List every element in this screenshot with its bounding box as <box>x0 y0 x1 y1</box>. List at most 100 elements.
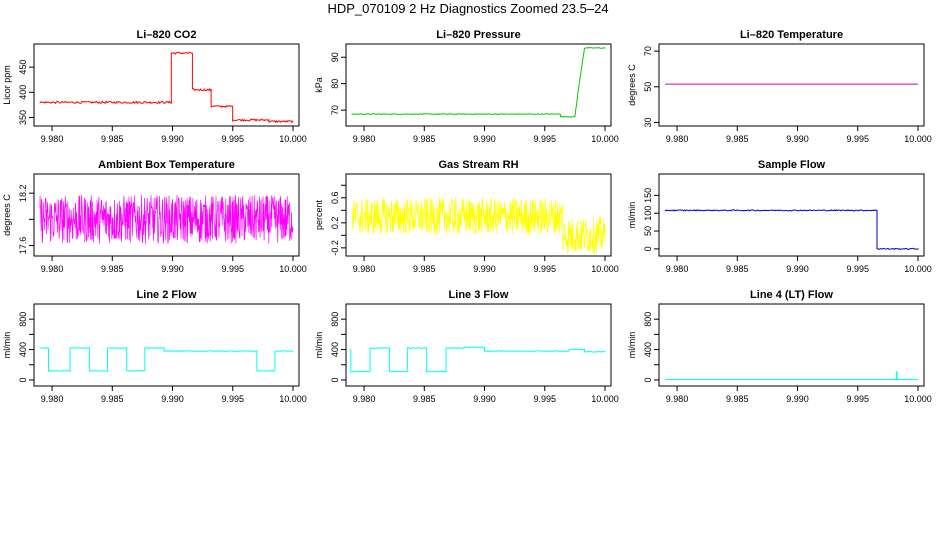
y-tick-label: 17.6 <box>18 237 28 255</box>
x-tick-label: 9.990 <box>161 394 184 404</box>
chart-title: Li–820 CO2 <box>137 29 197 41</box>
plot-frame <box>345 173 612 257</box>
series-line <box>39 51 294 124</box>
y-tick-label: 30 <box>643 117 653 127</box>
y-tick-label: -0.2 <box>330 240 340 256</box>
chart-panel-1: Li–820 CO2 9.980 9.985 9.990 9.995 10.000 350 4… <box>2 29 307 144</box>
y-axis-label: ml/min <box>2 332 12 359</box>
chart-title: Line 2 Flow <box>137 289 197 301</box>
series-line <box>665 371 918 380</box>
x-tick-label: 9.995 <box>533 134 556 144</box>
x-tick-label: 10.000 <box>591 264 619 274</box>
series-line <box>350 346 606 374</box>
x-tick-label: 10.000 <box>591 134 619 144</box>
y-axis-label: ml/min <box>314 332 324 359</box>
y-axis-label: percent <box>314 199 324 230</box>
x-tick-label: 9.985 <box>726 134 749 144</box>
chart-title: Li–820 Temperature <box>740 29 843 41</box>
y-tick-label: 50 <box>643 226 653 236</box>
x-tick-label: 9.980 <box>41 134 64 144</box>
y-tick-label: 800 <box>18 312 28 327</box>
y-axis-label: ml/min <box>627 202 637 229</box>
x-tick-label: 9.990 <box>161 134 184 144</box>
series-line <box>351 197 606 255</box>
y-tick-label: 0.2 <box>330 217 340 230</box>
y-tick-label: 400 <box>330 342 340 357</box>
x-tick-label: 9.995 <box>533 264 556 274</box>
x-tick-label: 9.990 <box>786 394 809 404</box>
x-tick-label: 9.985 <box>101 264 124 274</box>
y-tick-label: 18.2 <box>18 184 28 202</box>
y-tick-label: 80 <box>330 79 340 89</box>
x-tick-label: 9.995 <box>221 264 244 274</box>
x-tick-label: 9.985 <box>413 394 436 404</box>
x-tick-label: 9.980 <box>666 394 689 404</box>
x-tick-label: 9.980 <box>666 134 689 144</box>
chart-title: Ambient Box Temperature <box>98 159 235 171</box>
x-tick-label: 9.980 <box>41 394 64 404</box>
x-tick-label: 10.000 <box>279 394 307 404</box>
series-line <box>664 209 919 251</box>
x-tick-label: 9.995 <box>846 264 869 274</box>
chart-title: Li–820 Pressure <box>436 29 520 41</box>
plot-frame <box>33 303 300 387</box>
chart-panel-8: Line 3 Flow 9.980 9.985 9.990 9.995 10.000 0 40… <box>314 289 619 404</box>
y-tick-label: 0 <box>18 377 28 382</box>
x-tick-label: 9.985 <box>413 264 436 274</box>
x-tick-label: 9.985 <box>726 264 749 274</box>
y-tick-label: 450 <box>18 60 28 75</box>
plot-frame <box>658 173 925 257</box>
x-tick-label: 9.980 <box>41 264 64 274</box>
figure-title: HDP_070109 2 Hz Diagnostics Zoomed 23.5–… <box>327 1 609 16</box>
x-tick-label: 9.995 <box>846 394 869 404</box>
y-tick-label: 0 <box>330 377 340 382</box>
y-tick-label: 0 <box>643 246 653 251</box>
y-tick-label: 0.6 <box>330 192 340 205</box>
series-line <box>39 347 294 373</box>
chart-panel-6: Sample Flow 9.980 9.985 9.990 9.995 10.000 0 50… <box>627 159 932 274</box>
chart-title: Line 3 Flow <box>449 289 509 301</box>
y-axis-label: degrees C <box>627 64 637 106</box>
plot-frame <box>658 303 925 387</box>
x-tick-label: 9.990 <box>786 134 809 144</box>
chart-panel-5: Gas Stream RH 9.980 9.985 9.990 9.995 10.000 -… <box>314 159 619 274</box>
chart-title: Line 4 (LT) Flow <box>750 289 833 301</box>
chart-title: Sample Flow <box>758 159 826 171</box>
x-tick-label: 9.990 <box>473 134 496 144</box>
x-tick-label: 9.980 <box>353 394 376 404</box>
y-tick-label: 70 <box>330 105 340 115</box>
x-tick-label: 9.980 <box>353 264 376 274</box>
chart-title: Gas Stream RH <box>438 159 518 171</box>
x-tick-label: 9.985 <box>101 134 124 144</box>
x-tick-label: 9.980 <box>353 134 376 144</box>
y-tick-label: 50 <box>643 82 653 92</box>
x-tick-label: 10.000 <box>904 264 932 274</box>
x-tick-label: 9.985 <box>726 394 749 404</box>
series-line <box>39 194 294 244</box>
x-tick-label: 9.980 <box>666 264 689 274</box>
y-tick-label: 100 <box>643 206 653 221</box>
x-tick-label: 9.995 <box>221 134 244 144</box>
y-axis-label: ml/min <box>627 332 637 359</box>
chart-panel-4: Ambient Box Temperature 9.980 9.985 9.990 9.… <box>2 159 307 274</box>
plot-frame <box>658 43 925 127</box>
y-tick-label: 70 <box>643 46 653 56</box>
plot-frame <box>345 303 612 387</box>
y-tick-label: 800 <box>643 312 653 327</box>
x-tick-label: 9.990 <box>473 264 496 274</box>
chart-panel-2: Li–820 Pressure 9.980 9.985 9.990 9.995 10.00… <box>314 29 619 144</box>
series-line <box>351 47 606 118</box>
plot-frame <box>33 43 300 127</box>
y-axis-label: Licor ppm <box>2 65 12 105</box>
plot-frame <box>345 43 612 127</box>
x-tick-label: 10.000 <box>279 264 307 274</box>
x-tick-label: 10.000 <box>591 394 619 404</box>
x-tick-label: 9.995 <box>221 394 244 404</box>
y-axis-label: kPa <box>314 77 324 93</box>
y-tick-label: 0 <box>643 377 653 382</box>
x-tick-label: 9.990 <box>786 264 809 274</box>
chart-panel-7: Line 2 Flow 9.980 9.985 9.990 9.995 10.000 0 40… <box>2 289 307 404</box>
x-tick-label: 10.000 <box>904 134 932 144</box>
y-tick-label: 400 <box>18 85 28 100</box>
x-tick-label: 9.985 <box>413 134 436 144</box>
